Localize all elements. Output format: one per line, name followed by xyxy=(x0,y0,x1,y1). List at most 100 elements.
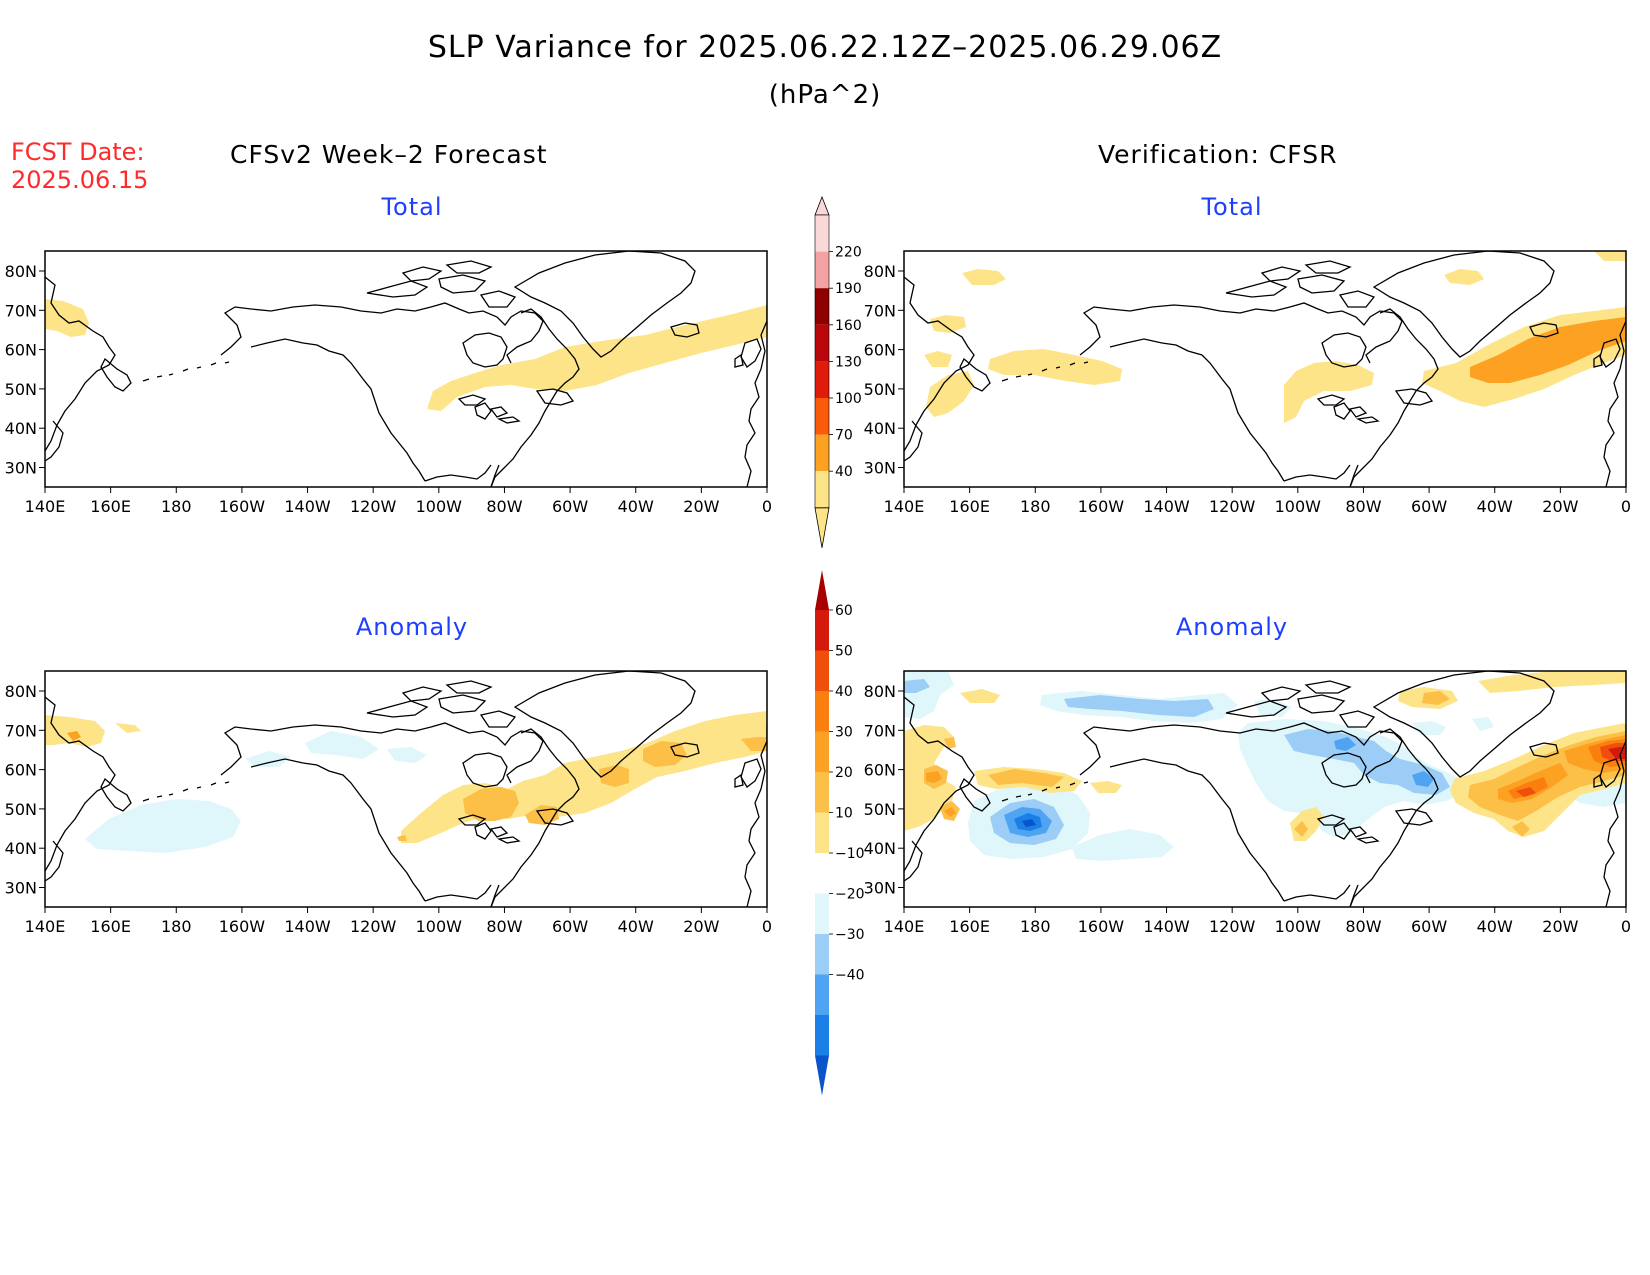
lat-tick-label: 30N xyxy=(864,459,896,478)
lon-tick-label: 0 xyxy=(762,497,772,516)
lat-tick-label: 80N xyxy=(5,682,37,701)
lon-tick-label: 160E xyxy=(949,917,990,936)
colorbar-anomaly-label: 10 xyxy=(835,806,853,822)
lon-tick-label: 180 xyxy=(161,497,192,516)
colorbar-anomaly-label: 40 xyxy=(835,684,853,700)
lat-tick-label: 80N xyxy=(5,262,37,281)
lon-tick-label: 120W xyxy=(350,497,397,516)
colorbar-swatch xyxy=(815,853,829,894)
lat-tick-label: 60N xyxy=(5,341,37,360)
frame-forecast-total xyxy=(44,250,768,488)
lon-tick-label: 140W xyxy=(1143,497,1190,516)
colorbar-swatch xyxy=(815,812,829,853)
colorbar-swatch xyxy=(815,361,829,398)
lon-tick-label: 140E xyxy=(884,917,925,936)
panel-forecast-total xyxy=(45,299,767,411)
colorbar-anomaly-label: 50 xyxy=(835,644,853,660)
lon-tick-label: 180 xyxy=(161,917,192,936)
colorbar-total-label: 100 xyxy=(835,391,862,407)
colorbar-anomaly-label: −30 xyxy=(835,927,865,943)
colorbar-swatch xyxy=(815,215,829,252)
axes-layer: 80N 70N 60N 50N 40N 30N 140E 160E 180 160W 140W 120… xyxy=(5,262,1631,936)
colorbar-swatch xyxy=(815,731,829,772)
colorbar-swatch xyxy=(815,934,829,975)
colorbar-bottom-arrow xyxy=(814,507,830,548)
frame-verification-anomaly xyxy=(903,670,1627,908)
colorbar-swatch xyxy=(815,434,829,472)
lon-tick-label: 140E xyxy=(25,917,66,936)
lon-tick-label: 120W xyxy=(1209,917,1256,936)
lat-tick-label: 80N xyxy=(864,682,896,701)
lat-tick-label: 50N xyxy=(5,800,37,819)
lon-tick-label: 100W xyxy=(1275,917,1322,936)
lon-tick-label: 140W xyxy=(284,497,331,516)
lon-tick-label: 60W xyxy=(1411,497,1447,516)
lon-tick-label: 160E xyxy=(949,497,990,516)
lat-tick-label: 40N xyxy=(864,839,896,858)
colorbar-swatch xyxy=(815,650,829,691)
forecast-date-value: 2025.06.15 xyxy=(11,166,149,194)
forecast-date-label: FCST Date: xyxy=(11,138,145,166)
lon-tick-label: 180 xyxy=(1020,917,1051,936)
panel-title-verification-total: Total xyxy=(1201,193,1263,221)
verification-column-header: Verification: CFSR xyxy=(1098,140,1338,169)
colorbar-total-label: 40 xyxy=(835,464,853,480)
lat-tick-label: 60N xyxy=(864,761,896,780)
lon-tick-label: 80W xyxy=(1345,917,1381,936)
colorbar-total-label: 70 xyxy=(835,428,853,444)
lat-tick-label: 30N xyxy=(5,459,37,478)
lat-tick-label: 80N xyxy=(864,262,896,281)
lat-tick-label: 40N xyxy=(5,839,37,858)
lat-tick-label: 30N xyxy=(864,879,896,898)
colorbar-total-label: 160 xyxy=(835,318,862,334)
lat-tick-label: 70N xyxy=(5,721,37,740)
lon-tick-label: 60W xyxy=(552,497,588,516)
colorbar-anomaly-label: 20 xyxy=(835,765,853,781)
lon-tick-label: 160W xyxy=(219,917,266,936)
lon-tick-label: 0 xyxy=(762,917,772,936)
lon-tick-label: 160W xyxy=(1078,917,1125,936)
lon-tick-label: 160W xyxy=(219,497,266,516)
lon-tick-label: 120W xyxy=(350,917,397,936)
lat-tick-label: 50N xyxy=(5,380,37,399)
lat-tick-label: 50N xyxy=(864,800,896,819)
lon-tick-label: 60W xyxy=(1411,917,1447,936)
panel-title-forecast-total: Total xyxy=(381,193,443,221)
lon-tick-label: 100W xyxy=(1275,497,1322,516)
colorbar-swatch xyxy=(815,772,829,813)
chart-title: SLP Variance for 2025.06.22.12Z–2025.06.… xyxy=(427,30,1223,65)
colorbar-anomaly: 60 50 40 30 20 10 −10 −20 −30 −40 xyxy=(815,570,865,1096)
lat-tick-label: 30N xyxy=(5,879,37,898)
colorbar-top-arrow xyxy=(815,570,829,610)
lat-tick-label: 70N xyxy=(5,301,37,320)
lon-tick-label: 40W xyxy=(1477,497,1513,516)
colorbar-anomaly-label: 60 xyxy=(835,603,853,619)
frame-verification-total xyxy=(903,250,1627,488)
lon-tick-label: 180 xyxy=(1020,497,1051,516)
lon-tick-label: 80W xyxy=(1345,497,1381,516)
lon-tick-label: 60W xyxy=(552,917,588,936)
lon-tick-label: 160E xyxy=(90,497,131,516)
lon-tick-label: 20W xyxy=(1542,917,1578,936)
colorbar-swatch xyxy=(815,974,829,1015)
lon-tick-label: 140W xyxy=(284,917,331,936)
lat-tick-label: 40N xyxy=(864,419,896,438)
lat-tick-label: 40N xyxy=(5,419,37,438)
colorbar-swatch xyxy=(815,1015,829,1056)
forecast-column-header: CFSv2 Week–2 Forecast xyxy=(230,140,548,169)
lon-tick-label: 0 xyxy=(1621,917,1631,936)
lon-tick-label: 120W xyxy=(1209,497,1256,516)
panel-title-verification-anomaly: Anomaly xyxy=(1175,613,1289,641)
colorbar-total-label: 190 xyxy=(835,281,862,297)
colorbar-total-label: 130 xyxy=(835,354,862,370)
frame-forecast-anomaly xyxy=(44,670,768,908)
lon-tick-label: 140E xyxy=(25,497,66,516)
lon-tick-label: 140E xyxy=(884,497,925,516)
colorbar-swatch xyxy=(815,288,829,325)
lat-tick-label: 60N xyxy=(864,341,896,360)
panel-title-forecast-anomaly: Anomaly xyxy=(355,613,469,641)
lon-tick-label: 100W xyxy=(416,917,463,936)
lon-tick-label: 160E xyxy=(90,917,131,936)
colorbar-top-arrow xyxy=(814,195,830,216)
lat-tick-label: 60N xyxy=(5,761,37,780)
